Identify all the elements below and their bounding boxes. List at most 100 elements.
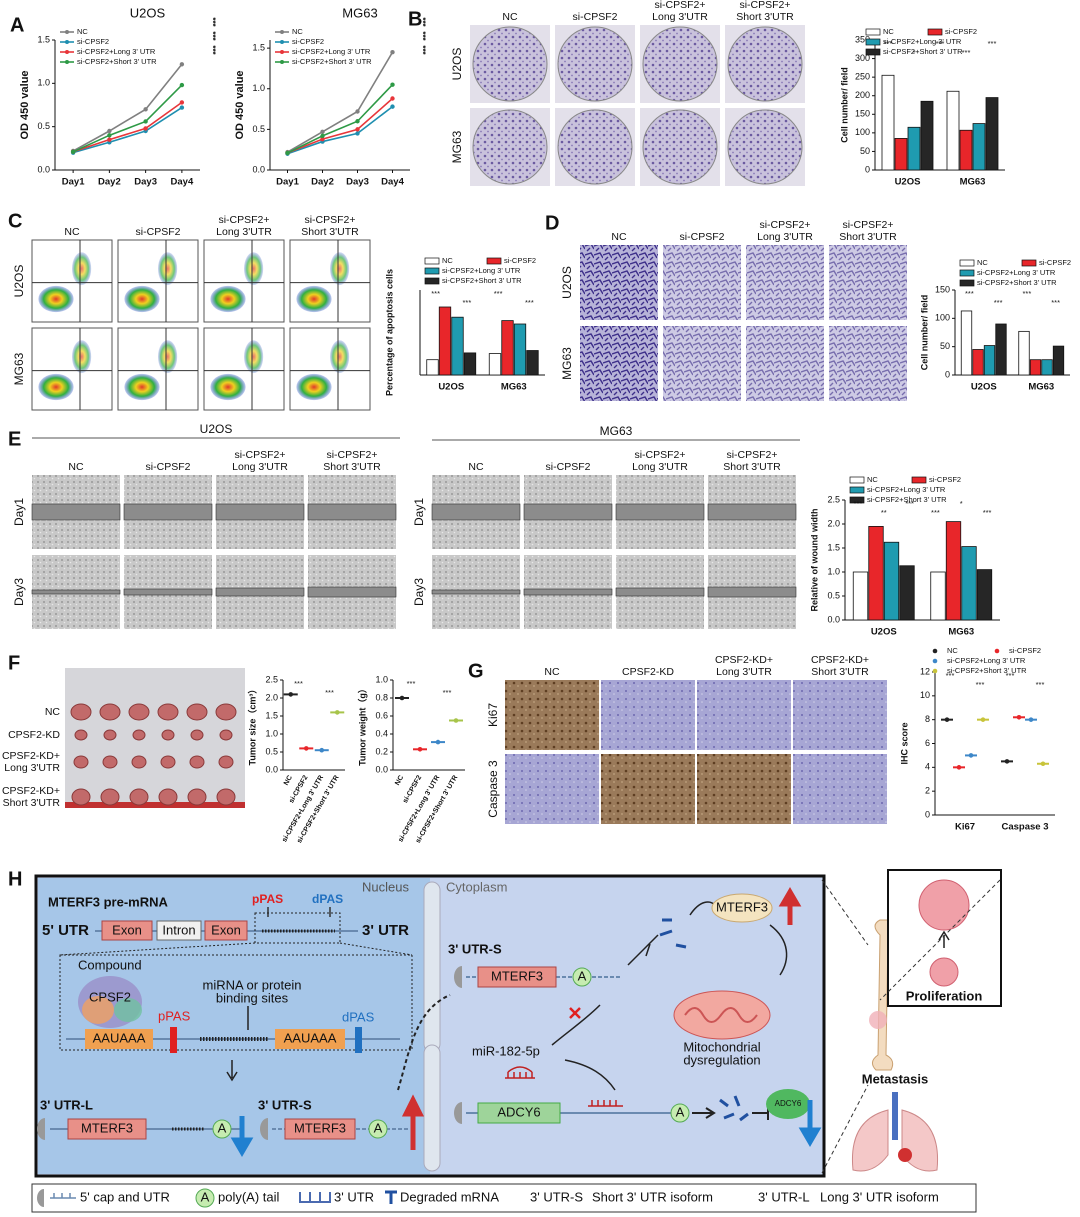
diagram-shape (230, 1116, 254, 1157)
diagram-shape (572, 967, 592, 987)
line-point (390, 96, 395, 101)
x-tick-label: Day1 (62, 177, 85, 188)
photo (158, 788, 178, 806)
column-header: si-CPSF2+ (654, 0, 705, 11)
column-header: si-CPSF2+ (842, 219, 893, 231)
diagram-shape (82, 996, 114, 1024)
x-tick-label: MG63 (948, 627, 974, 638)
legend-swatch (865, 28, 881, 36)
diagram-shape (778, 887, 802, 925)
photo (601, 680, 695, 750)
line-point (390, 49, 395, 55)
diagram-label: A (218, 1120, 227, 1135)
mechanism-diagram: Nucleus Cytoplasm MTERF3 pre-mRNA pPAS d… (34, 869, 1002, 1178)
legend-label: si-CPSF2+Long 3' UTR (867, 485, 946, 494)
diagram-shape (423, 881, 441, 1053)
legend-swatch (927, 28, 943, 36)
x-tick-label: U2OS (895, 177, 921, 188)
photo (203, 327, 285, 411)
x-tick-label: MG63 (1028, 382, 1054, 393)
annotation: *** (431, 289, 440, 298)
photo (31, 589, 121, 595)
line-point (320, 136, 325, 142)
annotation: *** (418, 17, 427, 27)
bar (451, 316, 464, 376)
diagram-shape (299, 1192, 331, 1203)
mean-dot (319, 747, 325, 753)
diagram-shape (627, 934, 659, 966)
row-label: U2OS (560, 266, 574, 299)
legend-swatch (959, 279, 975, 287)
annotation: *** (983, 508, 992, 517)
y-tick-label: 1.5 (37, 34, 50, 44)
y-tick-label: 1.0 (252, 83, 265, 93)
diagram-label: A (676, 1104, 685, 1119)
legend-label: si-CPSF2 (1039, 258, 1071, 267)
legend-swatch (65, 30, 69, 34)
row-label: MG63 (560, 347, 574, 380)
legend-label: si-CPSF2 (504, 256, 536, 265)
photo (615, 503, 705, 521)
diagram-label: A (374, 1120, 383, 1135)
panel-label: E (8, 428, 21, 450)
photo (215, 703, 237, 721)
photo (557, 109, 633, 185)
mean-dot (1028, 717, 1034, 722)
photo (216, 788, 236, 806)
diagram-shape (477, 1102, 561, 1124)
photo (100, 788, 120, 806)
mean-dot (980, 717, 986, 722)
y-tick-label: 8 (925, 714, 930, 724)
line-point (285, 150, 290, 156)
photo (727, 26, 803, 102)
column-header: si-CPSF2+ (634, 449, 685, 461)
bar (501, 320, 514, 376)
mean-dot (1040, 761, 1046, 767)
line-point (179, 82, 185, 88)
photo (160, 755, 176, 769)
photo (746, 326, 824, 401)
photo (123, 588, 213, 596)
bar (513, 323, 527, 376)
diagram-label: 3' UTR-S (258, 1097, 312, 1112)
row-label: Long 3'UTR (4, 762, 60, 774)
x-tick-label: Day4 (381, 177, 404, 188)
photo (296, 373, 332, 401)
diagram-shape (454, 966, 462, 988)
line-series (287, 84, 394, 154)
diagram-shape (59, 942, 413, 956)
legend-label: si-CPSF2 (292, 37, 324, 46)
photo (697, 680, 791, 750)
diagram-label: Metastasis (862, 1071, 928, 1086)
photo (472, 26, 548, 102)
photo (72, 340, 92, 374)
diagram-label: binding sites (216, 990, 289, 1005)
photo (117, 327, 199, 411)
diagram-shape (254, 912, 341, 944)
annotation: *** (407, 679, 416, 688)
diagram-label: poly(A) tail (218, 1189, 280, 1204)
column-header: Short 3'UTR (323, 461, 381, 473)
diagram-shape (872, 919, 894, 1071)
x-tick-label: Day2 (98, 177, 121, 188)
y-tick-label: 1.0 (37, 78, 50, 88)
y-tick-label: 1.5 (265, 710, 278, 720)
diagram-shape (204, 920, 248, 941)
y-tick-label: 200 (855, 90, 870, 100)
line-point (355, 127, 360, 132)
line-series (287, 105, 393, 155)
mean-dot (399, 695, 405, 701)
diagram-shape (31, 1183, 977, 1213)
diagram-label: dPAS (342, 1009, 375, 1024)
annotation: *** (936, 39, 945, 48)
legend-swatch (932, 658, 938, 664)
line-point (107, 128, 112, 134)
bar (1041, 359, 1053, 376)
column-header: Long 3'UTR (652, 11, 708, 23)
diagram-shape (170, 1027, 177, 1053)
legend-label: si-CPSF2 (77, 37, 109, 46)
y-tick-label: 150 (855, 109, 870, 119)
column-header: Short 3'UTR (301, 226, 359, 238)
legend-label: NC (947, 646, 958, 655)
